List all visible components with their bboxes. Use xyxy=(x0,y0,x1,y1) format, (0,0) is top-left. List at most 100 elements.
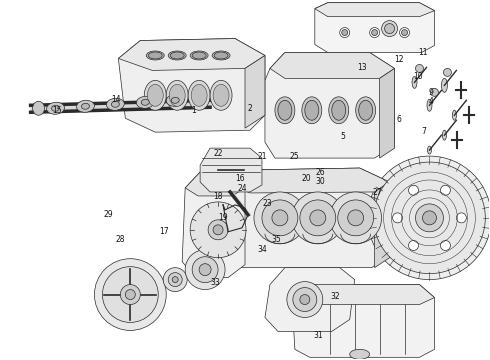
Circle shape xyxy=(371,30,378,36)
Text: 9: 9 xyxy=(428,87,433,96)
Ellipse shape xyxy=(190,51,208,60)
Text: 16: 16 xyxy=(235,174,245,183)
Ellipse shape xyxy=(302,97,322,124)
Polygon shape xyxy=(292,285,435,305)
Ellipse shape xyxy=(441,78,447,92)
Text: 13: 13 xyxy=(357,63,367,72)
Ellipse shape xyxy=(76,100,95,112)
Ellipse shape xyxy=(33,101,45,115)
Ellipse shape xyxy=(169,84,185,106)
Circle shape xyxy=(125,289,135,300)
Ellipse shape xyxy=(147,51,164,60)
Text: 28: 28 xyxy=(116,235,125,244)
Ellipse shape xyxy=(191,84,207,106)
Ellipse shape xyxy=(141,99,149,105)
Ellipse shape xyxy=(305,100,319,120)
Text: 5: 5 xyxy=(340,132,345,141)
Circle shape xyxy=(443,68,451,76)
Circle shape xyxy=(121,285,140,305)
Text: 17: 17 xyxy=(160,228,169,237)
Circle shape xyxy=(431,88,439,96)
Text: 10: 10 xyxy=(414,72,423,81)
Ellipse shape xyxy=(166,80,188,110)
Text: 24: 24 xyxy=(238,184,247,193)
Circle shape xyxy=(262,200,298,236)
Circle shape xyxy=(300,294,310,305)
Circle shape xyxy=(441,240,450,251)
Text: 30: 30 xyxy=(316,177,326,186)
Polygon shape xyxy=(228,168,390,268)
Circle shape xyxy=(374,162,485,274)
Circle shape xyxy=(192,257,218,283)
Circle shape xyxy=(293,288,317,311)
Circle shape xyxy=(185,250,225,289)
Circle shape xyxy=(369,28,380,37)
Ellipse shape xyxy=(442,130,446,140)
Polygon shape xyxy=(245,55,265,128)
Polygon shape xyxy=(265,53,394,158)
Ellipse shape xyxy=(170,52,184,59)
Text: 35: 35 xyxy=(272,235,282,244)
Ellipse shape xyxy=(350,349,369,359)
Circle shape xyxy=(102,267,158,323)
Circle shape xyxy=(416,204,443,232)
Text: 25: 25 xyxy=(289,152,299,161)
Ellipse shape xyxy=(111,101,120,107)
Circle shape xyxy=(292,192,343,244)
Text: 27: 27 xyxy=(372,188,382,197)
Ellipse shape xyxy=(214,52,228,59)
Text: 22: 22 xyxy=(213,149,223,158)
Circle shape xyxy=(300,200,336,236)
Polygon shape xyxy=(119,39,265,71)
Text: 20: 20 xyxy=(301,174,311,183)
Circle shape xyxy=(213,225,223,235)
Circle shape xyxy=(456,213,466,223)
Ellipse shape xyxy=(166,94,184,106)
Ellipse shape xyxy=(148,52,162,59)
Ellipse shape xyxy=(332,100,346,120)
Circle shape xyxy=(401,30,408,36)
Circle shape xyxy=(422,211,437,225)
Ellipse shape xyxy=(275,97,295,124)
Text: 2: 2 xyxy=(247,104,252,113)
Circle shape xyxy=(385,24,394,33)
Ellipse shape xyxy=(359,100,372,120)
Ellipse shape xyxy=(192,52,206,59)
Polygon shape xyxy=(230,168,390,193)
Ellipse shape xyxy=(412,76,417,88)
Ellipse shape xyxy=(171,97,179,103)
Circle shape xyxy=(272,210,288,226)
Polygon shape xyxy=(270,53,394,78)
Text: 15: 15 xyxy=(52,105,62,114)
Polygon shape xyxy=(292,285,435,357)
Circle shape xyxy=(392,213,403,223)
Text: 23: 23 xyxy=(262,199,272,208)
Polygon shape xyxy=(200,148,262,192)
Circle shape xyxy=(368,156,490,280)
Circle shape xyxy=(287,282,323,318)
Polygon shape xyxy=(315,3,435,53)
Text: 21: 21 xyxy=(257,152,267,161)
Ellipse shape xyxy=(278,100,292,120)
Circle shape xyxy=(168,273,182,287)
Text: 32: 32 xyxy=(331,292,340,301)
Ellipse shape xyxy=(144,80,166,110)
Circle shape xyxy=(330,192,382,244)
Polygon shape xyxy=(375,182,390,268)
Text: 11: 11 xyxy=(418,48,428,57)
Ellipse shape xyxy=(356,97,376,124)
Circle shape xyxy=(338,200,374,236)
Text: 12: 12 xyxy=(394,55,404,64)
Ellipse shape xyxy=(168,51,186,60)
Text: 29: 29 xyxy=(103,210,113,219)
Circle shape xyxy=(199,264,211,276)
Circle shape xyxy=(190,202,246,258)
Circle shape xyxy=(163,268,187,292)
Ellipse shape xyxy=(329,97,349,124)
Circle shape xyxy=(399,28,410,37)
Text: 6: 6 xyxy=(396,114,401,123)
Ellipse shape xyxy=(106,98,124,110)
Ellipse shape xyxy=(452,110,456,120)
Polygon shape xyxy=(119,39,265,132)
Polygon shape xyxy=(185,172,245,196)
